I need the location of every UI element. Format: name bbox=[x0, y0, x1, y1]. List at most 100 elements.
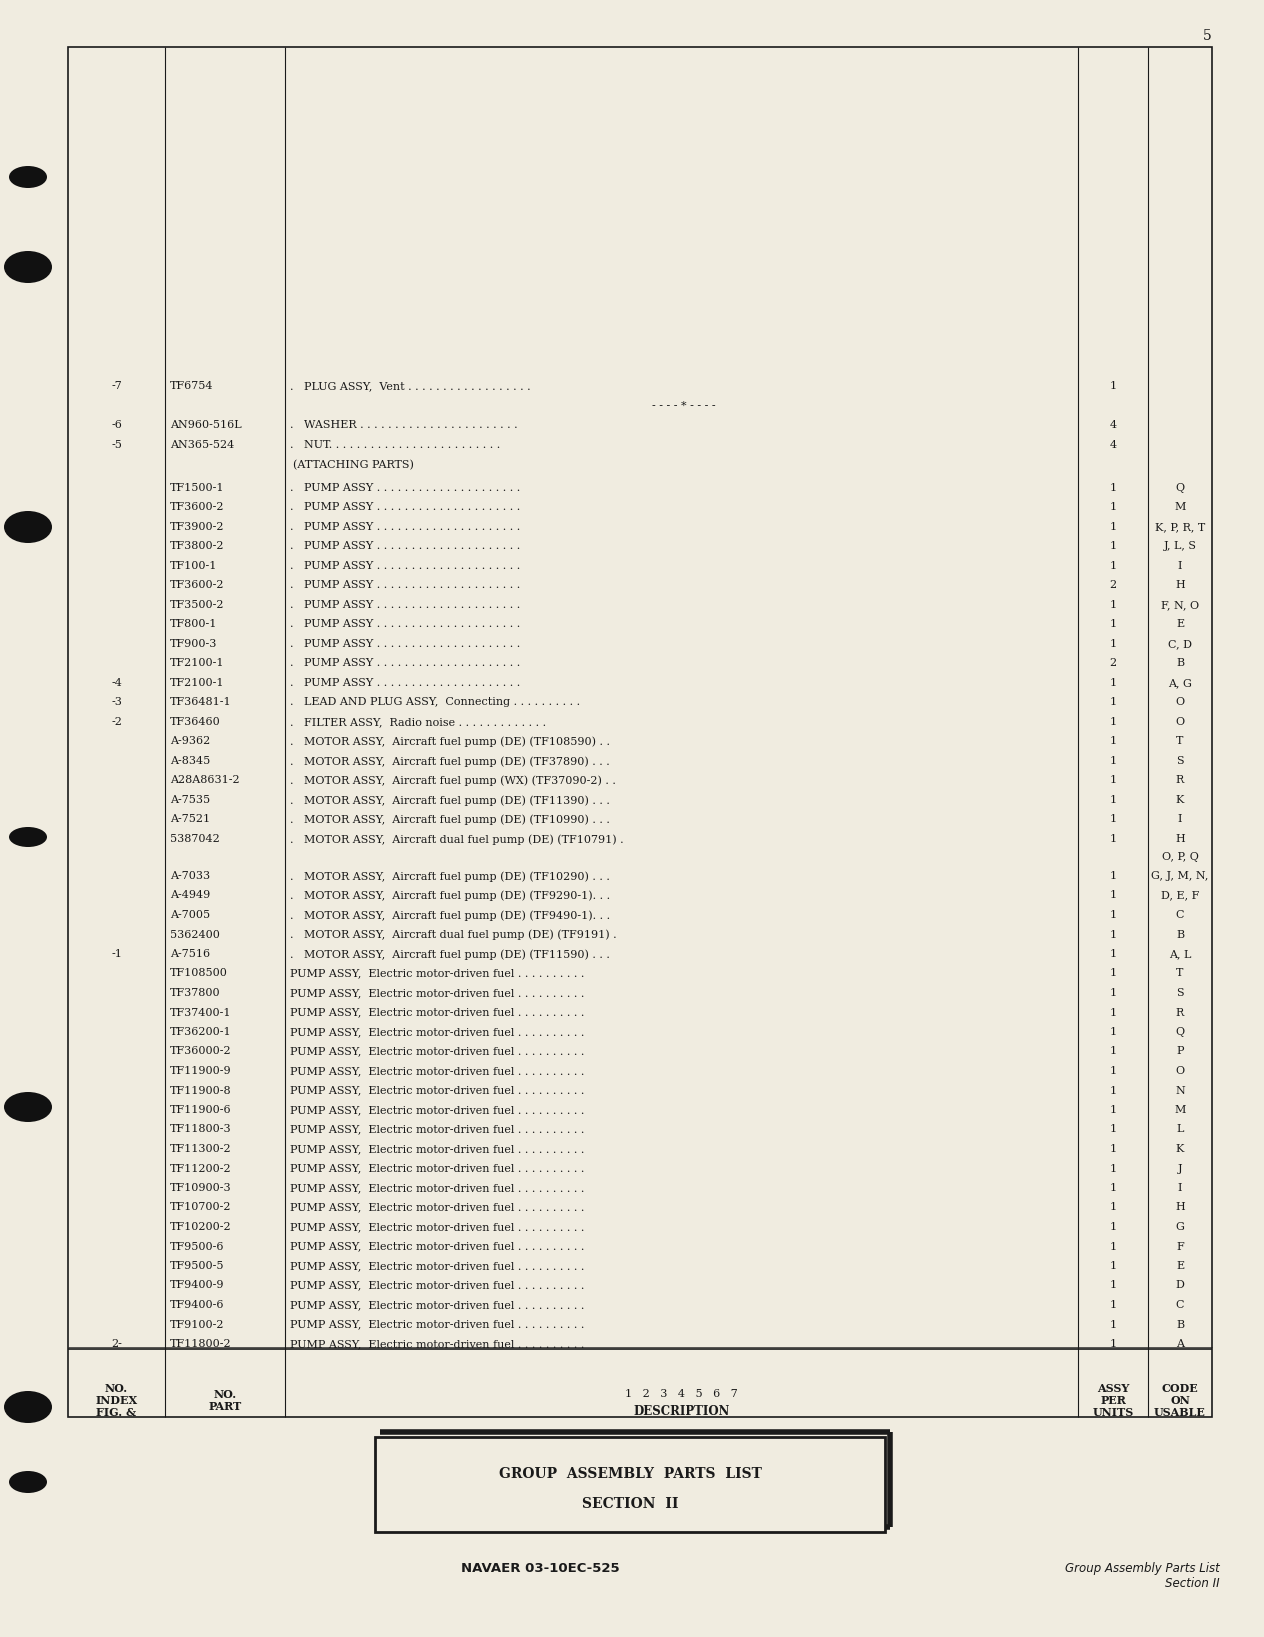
Text: 2-: 2- bbox=[111, 1339, 121, 1349]
Text: 1: 1 bbox=[1110, 1046, 1116, 1056]
Text: .   PUMP ASSY . . . . . . . . . . . . . . . . . . . . .: . PUMP ASSY . . . . . . . . . . . . . . … bbox=[289, 561, 521, 571]
Text: PER: PER bbox=[1100, 1395, 1126, 1406]
Text: C: C bbox=[1176, 910, 1184, 920]
Text: 1: 1 bbox=[1110, 717, 1116, 727]
Text: 1: 1 bbox=[1110, 619, 1116, 630]
Text: .   PUMP ASSY . . . . . . . . . . . . . . . . . . . . .: . PUMP ASSY . . . . . . . . . . . . . . … bbox=[289, 638, 521, 648]
Text: T: T bbox=[1177, 969, 1183, 979]
Text: PUMP ASSY,  Electric motor-driven fuel . . . . . . . . . .: PUMP ASSY, Electric motor-driven fuel . … bbox=[289, 1085, 584, 1095]
Text: PUMP ASSY,  Electric motor-driven fuel . . . . . . . . . .: PUMP ASSY, Electric motor-driven fuel . … bbox=[289, 1066, 584, 1076]
Text: A-7033: A-7033 bbox=[169, 871, 210, 881]
Text: 1: 1 bbox=[1110, 1241, 1116, 1252]
Text: TF11900-9: TF11900-9 bbox=[169, 1066, 231, 1076]
Text: 4: 4 bbox=[1110, 421, 1116, 431]
Text: .   PUMP ASSY . . . . . . . . . . . . . . . . . . . . .: . PUMP ASSY . . . . . . . . . . . . . . … bbox=[289, 678, 521, 688]
Text: I: I bbox=[1178, 561, 1182, 571]
Text: 1: 1 bbox=[1110, 483, 1116, 493]
Text: 5: 5 bbox=[1203, 29, 1212, 43]
Text: TF108500: TF108500 bbox=[169, 969, 228, 979]
Text: I: I bbox=[1178, 815, 1182, 825]
Text: PUMP ASSY,  Electric motor-driven fuel . . . . . . . . . .: PUMP ASSY, Electric motor-driven fuel . … bbox=[289, 1046, 584, 1056]
Text: TF3500-2: TF3500-2 bbox=[169, 599, 225, 611]
Text: 1: 1 bbox=[1110, 796, 1116, 805]
Text: .   MOTOR ASSY,  Aircraft fuel pump (WX) (TF37090-2) . .: . MOTOR ASSY, Aircraft fuel pump (WX) (T… bbox=[289, 776, 616, 786]
Text: PUMP ASSY,  Electric motor-driven fuel . . . . . . . . . .: PUMP ASSY, Electric motor-driven fuel . … bbox=[289, 989, 584, 999]
Text: K: K bbox=[1176, 1144, 1184, 1154]
Text: PUMP ASSY,  Electric motor-driven fuel . . . . . . . . . .: PUMP ASSY, Electric motor-driven fuel . … bbox=[289, 1300, 584, 1310]
Text: .   MOTOR ASSY,  Aircraft dual fuel pump (DE) (TF10791) .: . MOTOR ASSY, Aircraft dual fuel pump (D… bbox=[289, 833, 623, 845]
Text: A, G: A, G bbox=[1168, 678, 1192, 688]
Text: TF100-1: TF100-1 bbox=[169, 561, 217, 571]
Text: A-8345: A-8345 bbox=[169, 756, 210, 766]
Text: N: N bbox=[1176, 1085, 1184, 1095]
Text: 1: 1 bbox=[1110, 1066, 1116, 1076]
Text: TF10200-2: TF10200-2 bbox=[169, 1221, 231, 1233]
Text: R: R bbox=[1176, 776, 1184, 786]
Text: 1: 1 bbox=[1110, 930, 1116, 940]
Text: Group Assembly Parts List: Group Assembly Parts List bbox=[1066, 1562, 1220, 1575]
Text: TF1500-1: TF1500-1 bbox=[169, 483, 225, 493]
Text: 1: 1 bbox=[1110, 1125, 1116, 1134]
Text: TF9400-6: TF9400-6 bbox=[169, 1300, 225, 1310]
Text: A, L: A, L bbox=[1169, 949, 1191, 959]
Text: A28A8631-2: A28A8631-2 bbox=[169, 776, 240, 786]
Ellipse shape bbox=[4, 250, 52, 283]
Text: A-7005: A-7005 bbox=[169, 910, 210, 920]
Text: TF11900-6: TF11900-6 bbox=[169, 1105, 231, 1115]
Text: 1: 1 bbox=[1110, 910, 1116, 920]
Text: SECTION  II: SECTION II bbox=[581, 1496, 679, 1511]
Text: TF36460: TF36460 bbox=[169, 717, 221, 727]
Text: H: H bbox=[1176, 581, 1184, 591]
Text: 1: 1 bbox=[1110, 503, 1116, 512]
Text: AN365-524: AN365-524 bbox=[169, 440, 234, 450]
Text: 1: 1 bbox=[1110, 1144, 1116, 1154]
Text: M: M bbox=[1174, 1105, 1186, 1115]
Text: PUMP ASSY,  Electric motor-driven fuel . . . . . . . . . .: PUMP ASSY, Electric motor-driven fuel . … bbox=[289, 1007, 584, 1018]
Text: -3: -3 bbox=[111, 697, 121, 707]
Text: NAVAER 03-10EC-525: NAVAER 03-10EC-525 bbox=[460, 1562, 619, 1575]
Ellipse shape bbox=[9, 165, 47, 188]
Text: TF9500-6: TF9500-6 bbox=[169, 1241, 225, 1252]
Text: 1: 1 bbox=[1110, 678, 1116, 688]
Text: PUMP ASSY,  Electric motor-driven fuel . . . . . . . . . .: PUMP ASSY, Electric motor-driven fuel . … bbox=[289, 1260, 584, 1270]
Text: .   WASHER . . . . . . . . . . . . . . . . . . . . . . .: . WASHER . . . . . . . . . . . . . . . .… bbox=[289, 421, 518, 431]
Text: -7: -7 bbox=[111, 381, 121, 391]
Text: ASSY: ASSY bbox=[1097, 1383, 1129, 1395]
Text: 1: 1 bbox=[1110, 561, 1116, 571]
Text: AN960-516L: AN960-516L bbox=[169, 421, 241, 431]
Text: O: O bbox=[1176, 1066, 1184, 1076]
Text: Q: Q bbox=[1176, 483, 1184, 493]
Text: TF37400-1: TF37400-1 bbox=[169, 1007, 231, 1018]
Text: TF3600-2: TF3600-2 bbox=[169, 503, 225, 512]
Text: (ATTACHING PARTS): (ATTACHING PARTS) bbox=[293, 460, 413, 470]
Text: 1: 1 bbox=[1110, 381, 1116, 391]
Text: E: E bbox=[1176, 619, 1184, 630]
Text: .   MOTOR ASSY,  Aircraft fuel pump (DE) (TF108590) . .: . MOTOR ASSY, Aircraft fuel pump (DE) (T… bbox=[289, 737, 611, 746]
Text: 1: 1 bbox=[1110, 1260, 1116, 1270]
Text: TF11800-2: TF11800-2 bbox=[169, 1339, 231, 1349]
Text: PUMP ASSY,  Electric motor-driven fuel . . . . . . . . . .: PUMP ASSY, Electric motor-driven fuel . … bbox=[289, 1026, 584, 1036]
Text: 1: 1 bbox=[1110, 542, 1116, 552]
Text: .   MOTOR ASSY,  Aircraft fuel pump (DE) (TF10990) . . .: . MOTOR ASSY, Aircraft fuel pump (DE) (T… bbox=[289, 815, 609, 825]
Text: PUMP ASSY,  Electric motor-driven fuel . . . . . . . . . .: PUMP ASSY, Electric motor-driven fuel . … bbox=[289, 1164, 584, 1174]
Text: 1: 1 bbox=[1110, 989, 1116, 999]
Text: .   MOTOR ASSY,  Aircraft fuel pump (DE) (TF9290-1). . .: . MOTOR ASSY, Aircraft fuel pump (DE) (T… bbox=[289, 891, 611, 900]
Text: Section II: Section II bbox=[1165, 1576, 1220, 1590]
Text: G: G bbox=[1176, 1221, 1184, 1233]
Text: E: E bbox=[1176, 1260, 1184, 1270]
Text: .   PLUG ASSY,  Vent . . . . . . . . . . . . . . . . . .: . PLUG ASSY, Vent . . . . . . . . . . . … bbox=[289, 381, 531, 391]
Text: TF2100-1: TF2100-1 bbox=[169, 658, 225, 668]
Text: .   PUMP ASSY . . . . . . . . . . . . . . . . . . . . .: . PUMP ASSY . . . . . . . . . . . . . . … bbox=[289, 542, 521, 552]
Text: 1: 1 bbox=[1110, 1184, 1116, 1193]
Ellipse shape bbox=[9, 1472, 47, 1493]
Ellipse shape bbox=[4, 1391, 52, 1423]
Text: TF36481-1: TF36481-1 bbox=[169, 697, 231, 707]
Text: L: L bbox=[1177, 1125, 1183, 1134]
Text: A: A bbox=[1176, 1339, 1184, 1349]
Text: .   PUMP ASSY . . . . . . . . . . . . . . . . . . . . .: . PUMP ASSY . . . . . . . . . . . . . . … bbox=[289, 522, 521, 532]
Text: .   FILTER ASSY,  Radio noise . . . . . . . . . . . . .: . FILTER ASSY, Radio noise . . . . . . .… bbox=[289, 717, 546, 727]
Text: S: S bbox=[1177, 756, 1184, 766]
Text: TF3900-2: TF3900-2 bbox=[169, 522, 225, 532]
Text: 1: 1 bbox=[1110, 833, 1116, 845]
Text: .   MOTOR ASSY,  Aircraft fuel pump (DE) (TF10290) . . .: . MOTOR ASSY, Aircraft fuel pump (DE) (T… bbox=[289, 871, 609, 882]
